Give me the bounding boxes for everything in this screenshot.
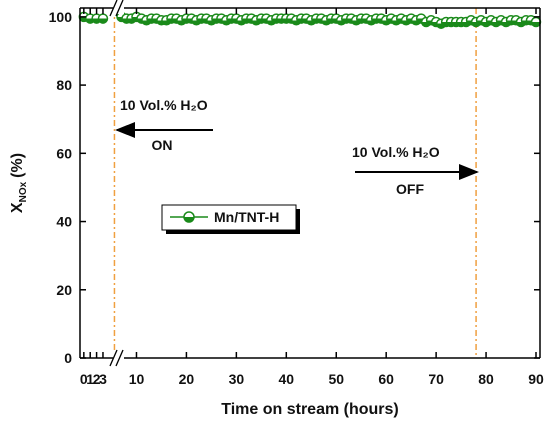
x-axis-title: Time on stream (hours)	[221, 401, 399, 418]
x-tick-label: 10	[129, 371, 145, 387]
y-axis-title: XNOx (%)	[9, 153, 29, 213]
x-tick-label: 60	[378, 371, 394, 387]
frame	[79, 7, 541, 359]
x-tick-label: 50	[328, 371, 344, 387]
x-tick-label: 1	[86, 371, 94, 387]
x-tick-label: 90	[528, 371, 544, 387]
legend-label: Mn/TNT-H	[214, 209, 279, 225]
axis-break	[109, 0, 124, 367]
y-title-sub: NOx	[18, 181, 29, 202]
data-point	[97, 13, 109, 24]
y-tick-label: 20	[56, 282, 72, 298]
annotation: ON	[152, 137, 173, 153]
y-tick-label: 0	[64, 350, 72, 366]
data-point	[530, 16, 542, 28]
plot-area	[78, 8, 542, 358]
y-tick-label: 80	[56, 77, 72, 93]
y-tick-label: 60	[56, 145, 72, 161]
x-tick-label: 40	[279, 371, 295, 387]
annotation: OFF	[396, 181, 424, 197]
x-tick-label: 30	[229, 371, 245, 387]
annotation: 10 Vol.% H₂O	[120, 97, 208, 113]
legend: Mn/TNT-H	[161, 204, 300, 234]
annotation: 10 Vol.% H₂O	[352, 144, 440, 160]
y-tick-label: 100	[49, 9, 73, 25]
y-tick-label: 40	[56, 214, 72, 230]
x-tick-label: 70	[428, 371, 444, 387]
x-tick-label: 2	[93, 371, 101, 387]
x-tick-label: 20	[179, 371, 195, 387]
y-title-main: X	[9, 202, 26, 213]
x-tick-label: 3	[99, 371, 107, 387]
y-title-unit: (%)	[9, 153, 26, 178]
x-tick-label: 0	[80, 371, 88, 387]
x-tick-label: 80	[478, 371, 494, 387]
